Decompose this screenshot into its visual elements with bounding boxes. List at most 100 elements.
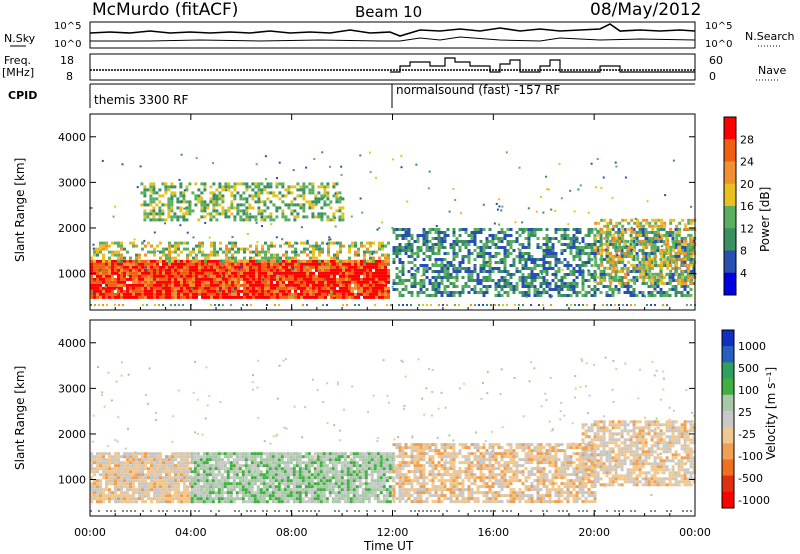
velocity-cell <box>244 464 248 468</box>
power-cell <box>252 271 255 275</box>
power-cell <box>120 244 123 248</box>
power-cell <box>246 280 249 284</box>
power-cell <box>515 285 519 288</box>
power-cell <box>224 182 228 186</box>
power-cell <box>593 291 597 294</box>
power-cell <box>333 289 336 293</box>
power-cell <box>464 267 468 270</box>
power-cell <box>317 215 321 219</box>
power-cell <box>120 283 123 287</box>
power-cell <box>404 246 408 249</box>
power-cell <box>387 268 390 272</box>
power-cell <box>671 276 675 279</box>
power-cell <box>369 286 372 290</box>
velocity-cell <box>168 482 171 486</box>
power-cell <box>635 294 639 297</box>
power-ground-scatter <box>102 304 104 306</box>
power-cell <box>129 286 132 290</box>
power-cell <box>690 239 694 243</box>
velocity-cell <box>211 479 215 483</box>
power-echo <box>115 288 118 291</box>
velocity-cell <box>165 479 168 483</box>
velocity-cell <box>174 452 177 456</box>
power-ground-scatter <box>358 304 360 306</box>
velocity-cell <box>202 491 206 495</box>
velocity-cell <box>102 494 105 498</box>
velocity-cell <box>247 491 251 495</box>
nsky-strip-frame <box>89 21 696 49</box>
power-cell <box>425 294 429 297</box>
velocity-cell <box>235 494 239 498</box>
power-cell <box>635 252 639 255</box>
velocity-cell <box>144 485 147 489</box>
power-cell <box>153 247 156 251</box>
power-cell <box>660 281 664 285</box>
power-cell <box>299 188 303 192</box>
velocity-cell <box>193 467 197 471</box>
velocity-cell <box>174 455 177 459</box>
power-cell <box>225 262 228 266</box>
power-cell <box>152 191 156 195</box>
power-cell <box>681 251 685 255</box>
velocity-cell <box>223 461 227 465</box>
power-cell <box>204 283 207 287</box>
power-cell <box>339 295 342 299</box>
velocity-cell <box>223 491 227 495</box>
power-cell <box>398 249 402 252</box>
velocity-cell <box>159 470 162 474</box>
velocity-cell <box>144 464 147 468</box>
power-cell <box>563 228 567 231</box>
velocity-cell <box>183 497 186 501</box>
power-cell <box>335 209 339 213</box>
velocity-cell <box>241 497 245 501</box>
power-cell <box>102 262 105 266</box>
power-cell <box>194 182 198 186</box>
power-cell <box>542 288 546 291</box>
power-cell <box>443 240 447 243</box>
power-cell <box>542 291 546 294</box>
power-cell <box>684 239 688 243</box>
power-echo <box>139 165 142 168</box>
power-cell <box>186 268 189 272</box>
power-cell <box>342 280 345 284</box>
power-cell <box>117 241 120 245</box>
power-cell <box>234 277 237 281</box>
power-cell <box>138 265 141 269</box>
power-cell <box>339 247 342 251</box>
power-cell <box>243 280 246 284</box>
power-cell <box>470 252 474 255</box>
power-cell <box>341 215 345 219</box>
power-cell <box>269 185 273 189</box>
velocity-cell <box>111 497 114 501</box>
power-cell <box>225 277 228 281</box>
power-cell <box>144 253 147 257</box>
power-cell <box>651 275 655 279</box>
power-cell <box>288 256 291 260</box>
power-cell <box>452 258 456 261</box>
nsearch-tick-top: 10^5 <box>705 21 732 32</box>
power-cell <box>201 265 204 269</box>
power-cell <box>338 206 342 210</box>
power-cell <box>249 244 252 248</box>
power-cell <box>306 241 309 245</box>
power-cell <box>233 215 237 219</box>
velocity-cell <box>229 452 233 456</box>
power-cell <box>230 194 234 198</box>
power-cell <box>608 288 612 291</box>
power-cell <box>173 191 177 195</box>
power-cell <box>171 262 174 266</box>
power-cell <box>671 234 675 237</box>
power-cell <box>333 274 336 278</box>
power-cell <box>527 228 531 231</box>
power-cell <box>245 197 249 201</box>
velocity-cell <box>126 473 129 477</box>
power-cell <box>279 271 282 275</box>
power-cell <box>612 254 616 258</box>
power-cell <box>398 276 402 279</box>
velocity-cell <box>102 473 105 477</box>
velocity-cell <box>244 482 248 486</box>
power-ground-scatter <box>458 304 460 306</box>
power-cell <box>263 203 267 207</box>
power-cell <box>647 294 651 297</box>
power-cell <box>228 271 231 275</box>
